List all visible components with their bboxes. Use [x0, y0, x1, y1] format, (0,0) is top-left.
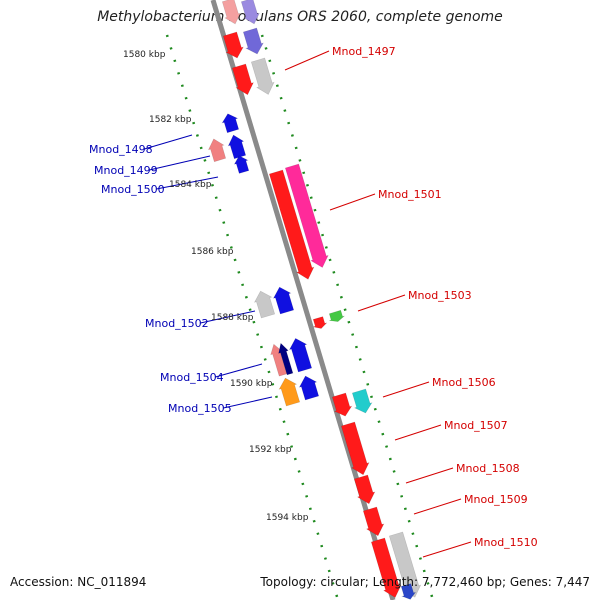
gene-shape — [221, 0, 241, 25]
kbp-label: 1586 kbp — [191, 247, 234, 257]
gene-shape — [272, 286, 295, 315]
gene-label: Mnod_1506 — [432, 376, 496, 389]
leader-line — [405, 467, 454, 484]
gene-label: Mnod_1497 — [332, 45, 396, 58]
gene-shape — [207, 138, 227, 163]
kbp-label: 1590 kbp — [230, 379, 273, 389]
kbp-label: 1588 kbp — [211, 313, 254, 323]
gene-shape — [288, 337, 313, 373]
gene-shape — [268, 169, 315, 280]
gene-shape — [253, 290, 276, 319]
gene-label: Mnod_1509 — [464, 493, 528, 506]
leader-line — [200, 310, 256, 324]
leader-line — [413, 498, 462, 515]
leader-line — [149, 155, 211, 171]
kbp-label: 1582 kbp — [149, 115, 192, 125]
topology-summary: Topology: circular; Length: 7,772,460 bp… — [260, 575, 590, 589]
gene-label: Mnod_1501 — [378, 188, 442, 201]
gene-label: Mnod_1504 — [160, 371, 224, 384]
kbp-label: 1584 kbp — [169, 180, 212, 190]
gene-label: Mnod_1499 — [94, 164, 158, 177]
gene-shape — [340, 421, 370, 476]
gene-label: Mnod_1500 — [101, 183, 165, 196]
gene-shape — [284, 163, 329, 268]
gene-shape — [270, 343, 288, 377]
gene-shape — [278, 342, 294, 376]
gene-shape — [227, 134, 247, 160]
gene-label: Mnod_1502 — [145, 317, 209, 330]
leader-line — [382, 381, 430, 398]
genome-title: Methylobacterium nodulans ORS 2060, comp… — [97, 9, 503, 25]
gene-label: Mnod_1508 — [456, 462, 520, 475]
kbp-label: 1580 kbp — [123, 50, 166, 60]
gene-shape — [278, 377, 301, 407]
leader-line — [329, 193, 376, 211]
gene-shape — [240, 0, 260, 25]
gene-labels: 1580 kbp 1582 kbp 1584 kbp 1586 kbp 1588 kbp… — [89, 45, 538, 549]
gene-shape — [351, 388, 373, 414]
gene-shape — [222, 31, 244, 59]
gene-shape — [233, 155, 250, 174]
gene-shape — [370, 537, 402, 598]
leader-line — [144, 134, 193, 150]
gene-shape — [328, 309, 345, 322]
kbp-label: 1592 kbp — [249, 445, 292, 455]
gene-label: Mnod_1507 — [444, 419, 508, 432]
leader-line — [156, 176, 219, 190]
gene-shape — [298, 375, 320, 401]
leader-line — [284, 50, 330, 71]
leader-line — [422, 541, 472, 558]
kbp-label: 1594 kbp — [266, 513, 309, 523]
gene-shape — [400, 583, 417, 600]
gene-shape — [312, 316, 328, 329]
gene-label: Mnod_1510 — [474, 536, 538, 549]
gene-shape — [250, 57, 275, 95]
gene-label: Mnod_1503 — [408, 289, 472, 302]
gene-shape — [353, 474, 376, 505]
gene-label: Mnod_1498 — [89, 143, 153, 156]
leader-line — [394, 424, 442, 441]
gene-features — [207, 0, 422, 600]
leader-line — [223, 396, 273, 409]
leader-line — [357, 294, 406, 312]
gene-shape — [231, 63, 254, 96]
leader-line — [215, 363, 263, 378]
gene-shape — [221, 113, 240, 134]
gene-label: Mnod_1505 — [168, 402, 232, 415]
accession-text: Accession: NC_011894 — [10, 575, 147, 589]
gene-leader-lines — [144, 50, 472, 558]
gene-shape — [362, 506, 385, 537]
gene-shape — [242, 27, 264, 55]
gene-shape — [331, 392, 353, 417]
